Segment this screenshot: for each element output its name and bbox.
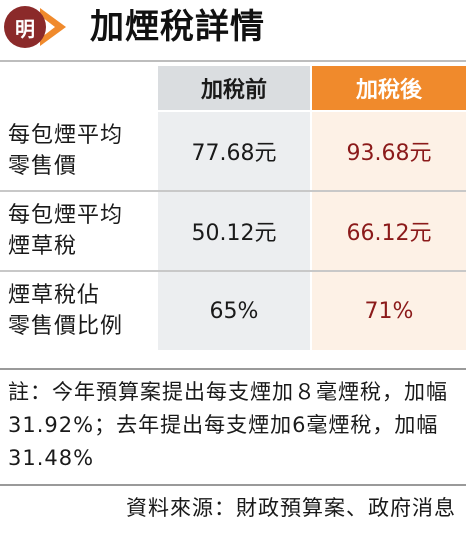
table-bottom-divider: [0, 368, 466, 370]
column-header-before: 加稅前: [158, 66, 310, 110]
row-divider: [0, 270, 466, 272]
table-row: 煙草稅佔 零售價比例 65% 71%: [0, 272, 466, 350]
value-before: 65%: [158, 272, 310, 350]
header-divider: [0, 60, 466, 62]
newspaper-logo: 明: [4, 6, 46, 48]
value-before: 77.68元: [158, 112, 310, 190]
row-label-line: 每包煙平均: [8, 123, 124, 148]
row-divider: [0, 190, 466, 192]
row-label-line: 零售價比例: [8, 314, 124, 339]
table-row: 每包煙平均 零售價 77.68元 93.68元: [0, 112, 466, 190]
column-header-after: 加稅後: [312, 66, 466, 110]
row-label-line: 每包煙平均: [8, 203, 124, 228]
value-before: 50.12元: [158, 192, 310, 270]
row-label-line: 煙草稅: [8, 234, 78, 259]
value-after: 66.12元: [312, 192, 466, 270]
value-after: 71%: [312, 272, 466, 350]
source-divider: [0, 484, 466, 486]
row-label: 每包煙平均 零售價: [8, 112, 156, 190]
table-row: 每包煙平均 煙草稅 50.12元 66.12元: [0, 192, 466, 270]
chart-title: 加煙稅詳情: [90, 7, 265, 47]
row-label-line: 煙草稅佔: [8, 283, 101, 308]
value-after: 93.68元: [312, 112, 466, 190]
row-label: 每包煙平均 煙草稅: [8, 192, 156, 270]
source-text: 資料來源：財政預算案、政府消息: [126, 496, 456, 520]
row-label: 煙草稅佔 零售價比例: [8, 272, 156, 350]
footnote: 註：今年預算案提出每支煙加８毫煙稅，加幅31.92%；去年提出每支煙加6毫煙稅，…: [8, 380, 448, 470]
header: 明 加煙稅詳情: [0, 0, 466, 52]
row-label-line: 零售價: [8, 154, 78, 179]
